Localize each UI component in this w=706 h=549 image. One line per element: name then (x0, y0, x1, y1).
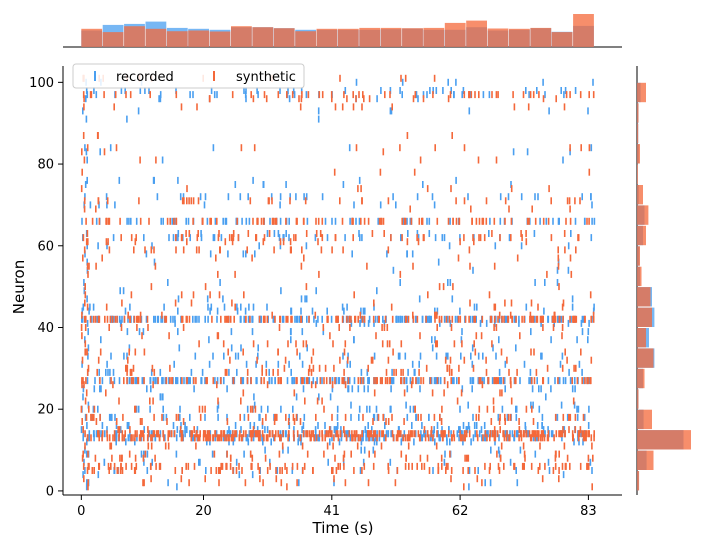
neuron-hist-bar-synthetic (637, 307, 652, 327)
y-tick-label: 80 (37, 158, 54, 173)
y-tick-label: 0 (46, 484, 54, 499)
neuron-hist-bar-synthetic (637, 409, 652, 430)
time-hist-bar-synthetic (359, 27, 381, 47)
time-hist-bar-synthetic (487, 28, 509, 47)
time-hist-bar-synthetic (124, 26, 145, 47)
time-hist-bar-synthetic (509, 28, 530, 47)
time-hist-bar-synthetic (209, 31, 231, 47)
x-axis-label: Time (s) (312, 519, 374, 537)
time-hist-bar-synthetic (252, 27, 274, 47)
time-hist-bar-synthetic (380, 27, 402, 47)
legend: recorded synthetic (72, 63, 305, 89)
neuron-hist-bar-synthetic (637, 389, 639, 409)
neuron-hist-bar-synthetic (637, 430, 691, 450)
time-hist-bar-synthetic (337, 28, 359, 47)
time-hist-bar-synthetic (316, 28, 338, 47)
time-hist-bar-synthetic (295, 31, 316, 47)
raster-plot-area (80, 74, 596, 491)
neuron-hist-bar-synthetic (637, 103, 639, 123)
neuron-hist-bar-synthetic (637, 205, 649, 225)
x-tick-label: 83 (580, 504, 597, 519)
time-hist-bar-synthetic (188, 30, 209, 47)
x-tick-label: 62 (452, 504, 469, 519)
time-hist-bar-synthetic (423, 27, 445, 47)
neuron-hist-bar-synthetic (637, 471, 640, 491)
time-marginal-histogram (63, 14, 622, 48)
time-hist-bar-synthetic (466, 20, 487, 47)
y-tick-label: 100 (29, 76, 54, 91)
time-hist-bar-synthetic (402, 28, 423, 47)
time-hist-bar-synthetic (145, 28, 167, 47)
series-synthetic (80, 74, 596, 491)
neuron-hist-bar-synthetic (637, 185, 643, 205)
time-hist-bar-synthetic (81, 28, 103, 47)
neuron-hist-bar-synthetic (637, 164, 638, 184)
y-tick-label: 40 (37, 321, 54, 336)
x-tick-label: 20 (195, 504, 212, 519)
neuron-hist-bar-synthetic (637, 328, 646, 348)
neuron-marginal-histogram (636, 66, 691, 495)
legend-label-synthetic: synthetic (236, 70, 296, 85)
neuron-hist-bar-synthetic (637, 225, 646, 246)
time-hist-bar-synthetic (573, 14, 594, 47)
neuron-hist-bar-synthetic (637, 144, 640, 164)
x-tick-label: 0 (77, 504, 85, 519)
neuron-hist-bar-synthetic (637, 246, 640, 266)
neuron-hist-bar-synthetic (637, 82, 646, 103)
time-hist-bar-synthetic (444, 22, 466, 47)
y-tick-label: 60 (37, 239, 54, 254)
raster-axes: 0 20 41 62 83 0 20 40 60 80 100 (29, 66, 622, 519)
time-hist-bar-synthetic (166, 31, 188, 47)
y-tick-label: 20 (37, 403, 54, 418)
time-hist-bar-synthetic (273, 28, 295, 47)
neuron-hist-bar-synthetic (637, 123, 639, 144)
legend-frame (72, 63, 305, 89)
y-axis-label: Neuron (10, 260, 28, 314)
time-hist-bar-synthetic (551, 32, 573, 47)
neuron-hist-bar-synthetic (637, 287, 651, 307)
neuron-hist-bar-synthetic (637, 368, 645, 389)
time-hist-bar-synthetic (530, 27, 552, 47)
x-tick-label: 41 (324, 504, 341, 519)
neuron-hist-bar-synthetic (637, 348, 654, 368)
time-hist-bar-synthetic (231, 26, 252, 47)
neuron-hist-bar-synthetic (637, 266, 642, 287)
time-hist-bar-synthetic (102, 32, 124, 47)
legend-label-recorded: recorded (116, 70, 174, 85)
neuron-hist-bar-synthetic (637, 450, 654, 470)
series-recorded (80, 78, 596, 491)
